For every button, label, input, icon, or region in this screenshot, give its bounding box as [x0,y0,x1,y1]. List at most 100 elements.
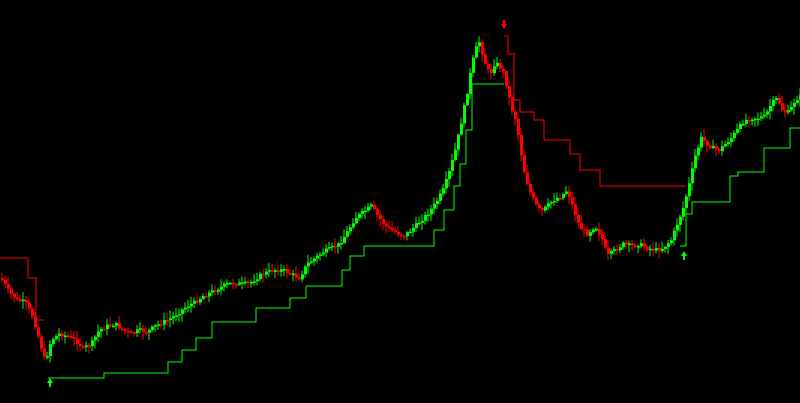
candle-body [724,144,727,147]
bull-candle [406,231,409,241]
candle-body [445,179,448,189]
bear-candle [397,226,400,237]
bull-candle [100,327,103,339]
resistance-stop-line [0,257,44,321]
candle-body [163,320,166,325]
candle-body [232,282,235,285]
candle-body [118,323,121,329]
candle-body [382,219,385,224]
bear-candle [118,316,121,331]
bull-candle [415,216,418,232]
candle-body [472,57,475,73]
bear-candle [133,330,136,337]
candle-body [604,239,607,248]
candle-body [310,261,313,263]
candle-body [568,191,571,198]
candle-body [97,331,100,337]
candle-body [706,140,709,146]
candle-body [43,348,46,357]
bull-candle [670,237,673,246]
candle-body [556,198,559,201]
candle-body [448,171,451,179]
candle-body [661,249,664,251]
candle-body [7,284,10,289]
candle-body [37,327,40,337]
bull-candle [430,205,433,221]
candle-body [511,97,514,112]
candle-body [649,248,652,251]
candle-body [442,188,445,194]
candle-body [730,138,733,143]
candle-body [736,129,739,133]
bull-candle [562,192,565,200]
bull-candle [739,121,742,132]
bull-candle [448,168,451,187]
candle-body [505,71,508,86]
bear-candle [538,201,541,213]
candle-body [256,279,259,282]
bull-candle [220,279,223,295]
candle-body [478,42,481,47]
bull-candle [457,133,460,156]
candles-layer [1,36,800,363]
bear-candle [583,223,586,238]
bull-candle [274,268,277,278]
bear-candle [586,226,589,238]
bull-candle [22,292,25,309]
candle-body [664,247,667,249]
bull-candle [751,117,754,126]
candle-body [289,273,292,275]
candle-body [778,98,781,104]
bull-candle [211,284,214,296]
candle-body [220,286,223,290]
bull-candle [424,211,427,225]
candle-body [244,281,247,284]
candle-body [484,54,487,64]
candle-body [769,106,772,112]
bear-candle [532,188,535,201]
bull-candle [733,130,736,142]
candle-body [166,320,169,322]
bear-candle [571,191,574,210]
candle-body [64,335,67,337]
candle-body [283,269,286,271]
bull-candle [367,203,370,213]
candle-body [106,324,109,330]
bull-candle [316,253,319,264]
bull-candle [355,212,358,225]
bear-candle [559,193,562,201]
candle-body [142,328,145,332]
candle-body [715,146,718,149]
candle-body [712,146,715,148]
bull-candle [163,312,166,331]
bull-candle [610,248,613,260]
bull-candle [97,324,100,342]
bull-candle [328,241,331,251]
bull-candle [691,161,694,191]
bear-candle [481,39,484,62]
candle-body [487,63,490,70]
bear-candle [109,317,112,329]
bear-candle [715,143,718,157]
candle-body [727,142,730,144]
candle-body [196,300,199,303]
candle-body [631,243,634,246]
candle-body [571,197,574,205]
bull-candle [49,340,52,363]
bull-candle [370,202,373,210]
bull-candle [553,193,556,206]
bull-candle [565,186,568,197]
bear-candle [34,312,37,330]
bear-candle [31,305,34,319]
bear-candle [520,127,523,162]
buy-arrow-icon [47,378,53,387]
candle-body [334,245,337,248]
bull-candle [763,107,766,119]
bear-candle [142,324,145,340]
bull-candle [352,218,355,230]
candle-body [187,306,190,308]
candle-body [25,299,28,303]
bull-candle [322,248,325,257]
bear-candle [703,129,706,147]
